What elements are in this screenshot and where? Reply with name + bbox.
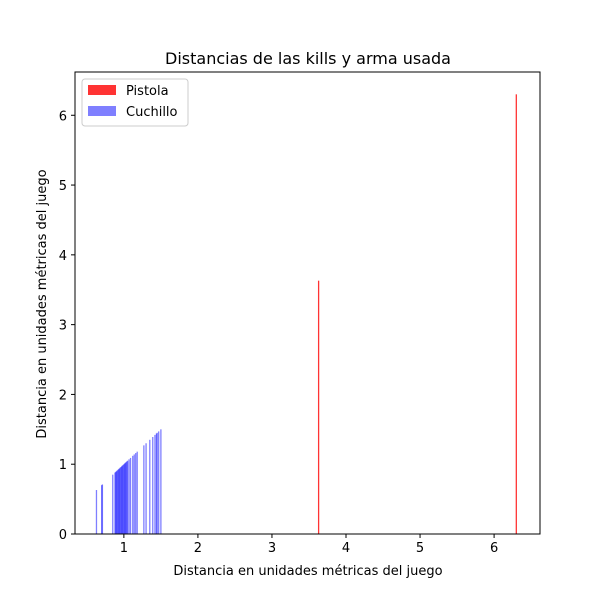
legend: Pistola Cuchillo [81, 78, 189, 127]
bar-cuchillo-36 [160, 429, 162, 534]
y-tick-label-5: 5 [59, 179, 67, 194]
y-tick-label-0: 0 [59, 528, 67, 543]
legend-swatch-pistola [88, 85, 116, 95]
legend-label-pistola: Pistola [126, 84, 169, 99]
axes-frame [74, 71, 541, 535]
legend-label-cuchillo: Cuchillo [126, 105, 178, 120]
legend-swatch-cuchillo [88, 106, 116, 116]
x-tick-label-2: 3 [268, 541, 276, 556]
bar-cuchillo-15 [122, 464, 124, 534]
x-tick-label-1: 2 [194, 541, 202, 556]
bar-cuchillo-28 [143, 445, 145, 534]
y-axis-label: Distancia en unidades métricas del juego [35, 169, 50, 438]
bar-cuchillo-13 [121, 466, 123, 534]
bar-cuchillo-31 [152, 436, 154, 534]
bar-cuchillo-29 [145, 443, 147, 534]
y-tick-label-4: 4 [59, 249, 67, 264]
bar-cuchillo-32 [154, 434, 156, 534]
bar-pistola-1 [515, 94, 517, 534]
bar-cuchillo-16 [123, 464, 125, 534]
bar-pistola-0 [317, 280, 320, 534]
bar-cuchillo-3 [112, 474, 114, 534]
bar-cuchillo-34 [156, 432, 158, 534]
x-tick-label-0: 1 [120, 541, 128, 556]
bar-cuchillo-7 [116, 470, 118, 534]
x-axis-label: Distancia en unidades métricas del juego [173, 564, 442, 579]
bar-cuchillo-18 [124, 462, 126, 534]
bar-cuchillo-9 [118, 469, 120, 534]
bar-cuchillo-0 [95, 490, 98, 534]
x-tick-label-5: 6 [490, 541, 498, 556]
chart-title: Distancias de las kills y arma usada [165, 49, 451, 68]
bar-cuchillo-17 [123, 463, 126, 534]
bar-cuchillo-23 [129, 457, 132, 534]
y-tick-label-3: 3 [59, 319, 67, 334]
bar-cuchillo-4 [114, 472, 116, 534]
bar-cuchillo-1 [101, 485, 103, 534]
bar-cuchillo-8 [117, 469, 119, 534]
bar-cuchillo-33 [155, 433, 158, 534]
bar-cuchillo-2 [101, 484, 104, 534]
bar-cuchillo-22 [128, 459, 130, 534]
bar-cuchillo-27 [136, 451, 138, 534]
bar-cuchillo-10 [118, 468, 121, 534]
bar-cuchillo-35 [158, 431, 160, 534]
bars-layer [95, 94, 517, 534]
y-tick-label-2: 2 [59, 388, 67, 403]
bar-cuchillo-14 [121, 465, 124, 534]
bar-cuchillo-19 [125, 462, 127, 534]
bar-cuchillo-24 [132, 455, 134, 534]
bar-cuchillo-11 [119, 467, 121, 534]
bar-cuchillo-26 [135, 453, 137, 534]
bar-cuchillo-6 [115, 471, 118, 534]
y-tick-label-1: 1 [59, 458, 67, 473]
bar-cuchillo-20 [126, 461, 128, 534]
x-tick-label-3: 4 [342, 541, 350, 556]
bar-cuchillo-5 [115, 471, 117, 534]
bar-cuchillo-30 [149, 439, 151, 534]
bar-cuchillo-25 [133, 454, 135, 534]
bar-cuchillo-21 [126, 460, 129, 534]
bar-cuchillo-12 [120, 467, 122, 534]
axes-layer: 1 2 3 4 5 6 0 1 2 3 4 5 6 [59, 71, 541, 556]
x-tick-label-4: 5 [416, 541, 424, 556]
y-tick-label-6: 6 [59, 109, 67, 124]
